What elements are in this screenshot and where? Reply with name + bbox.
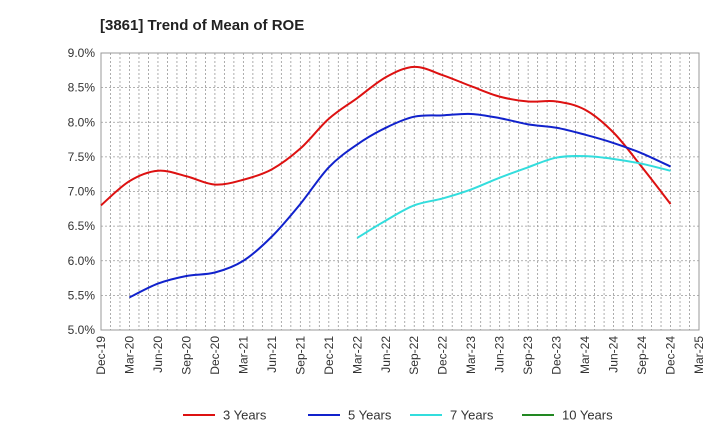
x-tick-label: Sep-22 bbox=[407, 336, 421, 375]
x-tick-label: Mar-22 bbox=[350, 336, 364, 374]
y-tick-label: 5.5% bbox=[68, 288, 96, 302]
x-tick-label: Mar-24 bbox=[578, 336, 592, 374]
y-tick-label: 7.5% bbox=[68, 150, 96, 164]
x-axis-ticks: Dec-19 Mar-20 Jun-20 Sep-20 Dec-20 Mar-21 Jun-… bbox=[94, 336, 706, 375]
series-lines bbox=[100, 65, 672, 299]
y-axis-ticks: 9.0% 8.5% 8.0% 7.5% 7.0% 6.5% 6.0% 5.5% 5.0% bbox=[68, 46, 96, 337]
x-tick-label: Dec-21 bbox=[322, 336, 336, 375]
x-tick-label: Mar-23 bbox=[464, 336, 478, 374]
series-line-7-years bbox=[356, 155, 671, 239]
x-tick-label: Mar-20 bbox=[122, 336, 136, 374]
x-tick-label: Mar-25 bbox=[692, 336, 706, 374]
x-tick-label: Sep-24 bbox=[635, 336, 649, 375]
x-tick-label: Mar-21 bbox=[236, 336, 250, 374]
x-tick-label: Jun-20 bbox=[151, 336, 165, 373]
y-tick-label: 5.0% bbox=[68, 323, 96, 337]
chart-title: [3861] Trend of Mean of ROE bbox=[100, 17, 304, 34]
x-tick-label: Sep-23 bbox=[521, 336, 535, 375]
series-line-5-years bbox=[129, 112, 671, 299]
y-tick-label: 8.0% bbox=[68, 115, 96, 129]
legend-label: 7 Years bbox=[450, 408, 494, 423]
legend: 3 Years 5 Years 7 Years 10 Years bbox=[183, 408, 613, 423]
x-tick-label: Jun-22 bbox=[379, 336, 393, 373]
x-tick-label: Jun-21 bbox=[265, 336, 279, 373]
x-tick-label: Dec-23 bbox=[550, 336, 564, 375]
legend-label: 5 Years bbox=[348, 408, 392, 423]
y-tick-label: 9.0% bbox=[68, 46, 96, 60]
x-tick-label: Sep-20 bbox=[179, 336, 193, 375]
y-tick-label: 6.5% bbox=[68, 219, 96, 233]
legend-label: 10 Years bbox=[562, 408, 613, 423]
x-tick-label: Dec-20 bbox=[208, 336, 222, 375]
plot-area bbox=[100, 52, 700, 331]
x-tick-label: Sep-21 bbox=[293, 336, 307, 375]
series-line-3-years bbox=[100, 65, 672, 207]
y-tick-label: 6.0% bbox=[68, 254, 96, 268]
y-tick-label: 8.5% bbox=[68, 81, 96, 95]
x-tick-label: Dec-24 bbox=[664, 336, 678, 375]
x-tick-label: Jun-23 bbox=[493, 336, 507, 373]
x-tick-label: Dec-22 bbox=[436, 336, 450, 375]
legend-label: 3 Years bbox=[223, 408, 267, 423]
y-tick-label: 7.0% bbox=[68, 185, 96, 199]
x-tick-label: Jun-24 bbox=[607, 336, 621, 373]
x-tick-label: Dec-19 bbox=[94, 336, 108, 375]
